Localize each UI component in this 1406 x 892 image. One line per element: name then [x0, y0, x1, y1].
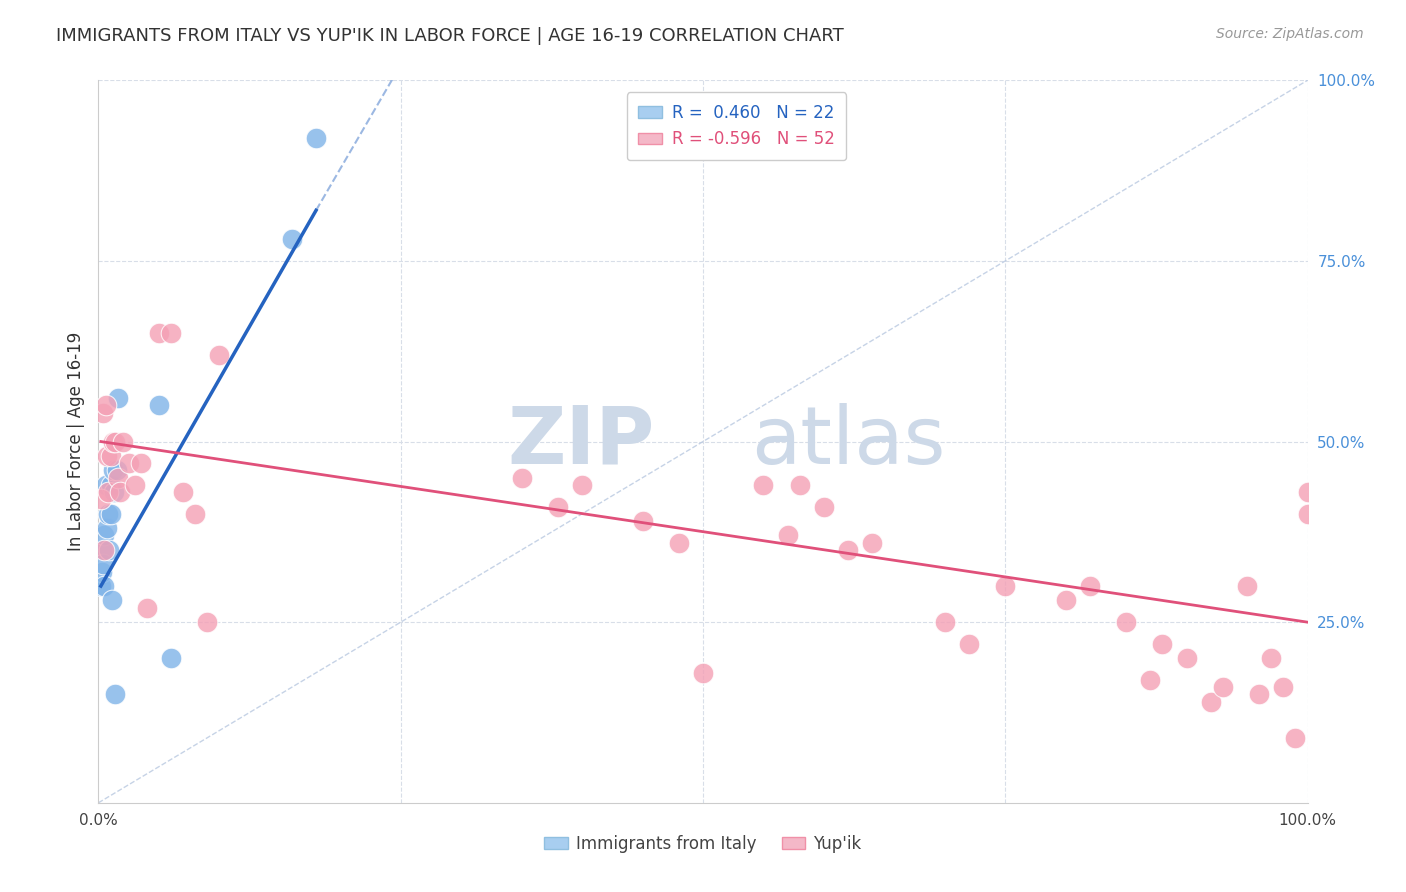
Point [208, 348, 231, 362]
Point [91, 565, 114, 579]
Point [305, 131, 328, 145]
Text: ZIP: ZIP [508, 402, 655, 481]
Point [571, 478, 593, 492]
Text: Source: ZipAtlas.com: Source: ZipAtlas.com [1216, 27, 1364, 41]
Point [160, 326, 183, 340]
Point [104, 434, 127, 449]
Point [104, 687, 127, 701]
Point [1139, 673, 1161, 687]
Point [281, 232, 304, 246]
Point [108, 485, 131, 500]
Point [860, 535, 883, 549]
Point [90, 579, 112, 593]
Point [90, 492, 112, 507]
Point [97, 507, 120, 521]
Text: atlas: atlas [751, 402, 946, 481]
Point [1078, 579, 1101, 593]
Point [547, 500, 569, 514]
Point [100, 449, 122, 463]
Point [100, 478, 122, 492]
Point [105, 463, 128, 477]
Point [96, 449, 118, 463]
Point [91, 406, 114, 420]
Point [103, 485, 125, 500]
Point [118, 456, 141, 470]
Point [1296, 485, 1319, 500]
Point [93, 579, 115, 593]
Point [1199, 695, 1222, 709]
Point [160, 651, 183, 665]
Point [789, 478, 811, 492]
Point [776, 528, 799, 542]
Point [94, 478, 117, 492]
Point [107, 470, 129, 484]
Point [91, 542, 114, 557]
Point [1284, 731, 1306, 745]
Point [98, 542, 121, 557]
Point [91, 558, 114, 572]
Point [1296, 507, 1319, 521]
Point [100, 507, 122, 521]
Point [94, 398, 117, 412]
Point [96, 521, 118, 535]
Y-axis label: In Labor Force | Age 16-19: In Labor Force | Age 16-19 [66, 332, 84, 551]
Point [668, 535, 690, 549]
Legend: Immigrants from Italy, Yup'ik: Immigrants from Italy, Yup'ik [537, 828, 869, 860]
Point [1175, 651, 1198, 665]
Point [934, 615, 956, 630]
Point [93, 528, 115, 542]
Point [111, 434, 134, 449]
Point [101, 463, 124, 477]
Point [101, 434, 124, 449]
Point [135, 600, 157, 615]
Point [148, 398, 170, 412]
Point [100, 593, 122, 607]
Point [93, 542, 115, 557]
Point [184, 507, 207, 521]
Point [692, 665, 714, 680]
Point [129, 456, 152, 470]
Point [97, 485, 120, 500]
Point [1249, 687, 1271, 701]
Point [1212, 680, 1234, 694]
Point [1115, 615, 1137, 630]
Point [1054, 593, 1077, 607]
Point [994, 579, 1017, 593]
Point [148, 326, 170, 340]
Point [957, 637, 980, 651]
Point [1272, 680, 1295, 694]
Point [1152, 637, 1174, 651]
Point [631, 514, 654, 528]
Point [195, 615, 218, 630]
Point [837, 542, 859, 557]
Point [107, 391, 129, 405]
Point [172, 485, 194, 500]
Point [752, 478, 775, 492]
Text: IMMIGRANTS FROM ITALY VS YUP'IK IN LABOR FORCE | AGE 16-19 CORRELATION CHART: IMMIGRANTS FROM ITALY VS YUP'IK IN LABOR… [56, 27, 844, 45]
Point [1260, 651, 1282, 665]
Point [124, 478, 146, 492]
Point [813, 500, 835, 514]
Point [1236, 579, 1258, 593]
Point [510, 470, 533, 484]
